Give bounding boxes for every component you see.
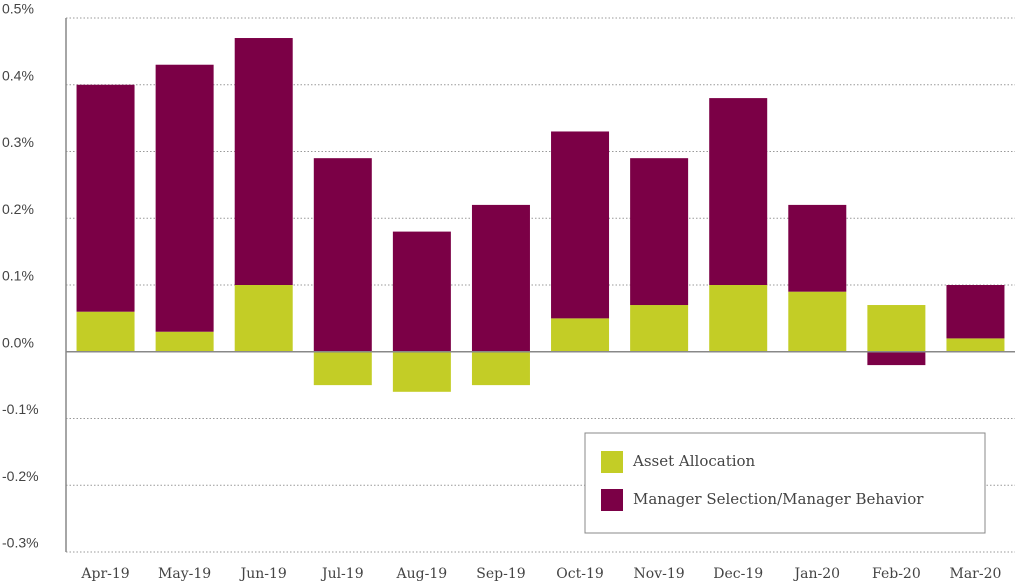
x-tick-label: May-19 <box>158 566 211 582</box>
x-tick-label: Jul-19 <box>320 566 364 582</box>
x-tick-label: Jan-20 <box>793 566 841 582</box>
bar <box>471 351 530 386</box>
x-tick-label: Dec-19 <box>713 566 763 582</box>
legend-box <box>584 432 986 534</box>
legend-label: Manager Selection/Manager Behavior <box>633 490 924 508</box>
x-tick-label: Feb-20 <box>872 566 921 582</box>
legend-swatch <box>601 489 623 511</box>
y-tick-label: 0.3% <box>2 134 34 150</box>
bar <box>630 305 689 352</box>
bar <box>234 285 293 352</box>
y-tick-label: -0.2% <box>2 468 39 484</box>
x-tick-label: Nov-19 <box>634 566 685 582</box>
bar <box>234 38 293 286</box>
bar <box>76 84 135 312</box>
bar <box>392 351 451 392</box>
y-tick-label: -0.1% <box>2 401 39 417</box>
legend-swatch <box>601 451 623 473</box>
bar <box>155 64 214 332</box>
bar <box>76 311 135 352</box>
y-tick-label: 0.2% <box>2 201 34 217</box>
bar <box>551 131 610 319</box>
y-tick-label: 0.1% <box>2 268 34 284</box>
bar <box>867 351 926 366</box>
bar <box>946 338 1005 352</box>
bar <box>709 285 768 352</box>
bar <box>867 305 926 352</box>
y-tick-label: -0.3% <box>2 535 39 551</box>
legend-label: Asset Allocation <box>632 452 756 470</box>
bar <box>551 318 610 352</box>
y-tick-label: 0.5% <box>2 1 34 17</box>
bar <box>630 158 689 306</box>
bar <box>709 98 768 285</box>
bar <box>392 231 451 352</box>
bar <box>471 204 530 352</box>
x-tick-label: Mar-20 <box>949 566 1001 582</box>
bar <box>313 351 372 386</box>
y-tick-label: 0.0% <box>2 334 34 350</box>
x-tick-label: Jun-19 <box>239 566 287 582</box>
bar <box>788 204 847 292</box>
bar <box>946 285 1005 339</box>
bar <box>155 331 214 352</box>
x-tick-label: Sep-19 <box>476 566 525 582</box>
bar <box>788 291 847 352</box>
x-tick-label: Oct-19 <box>556 566 604 582</box>
x-tick-label: Aug-19 <box>396 566 448 582</box>
y-tick-label: 0.4% <box>2 67 34 83</box>
x-tick-label: Apr-19 <box>80 566 129 582</box>
bar <box>313 158 372 352</box>
